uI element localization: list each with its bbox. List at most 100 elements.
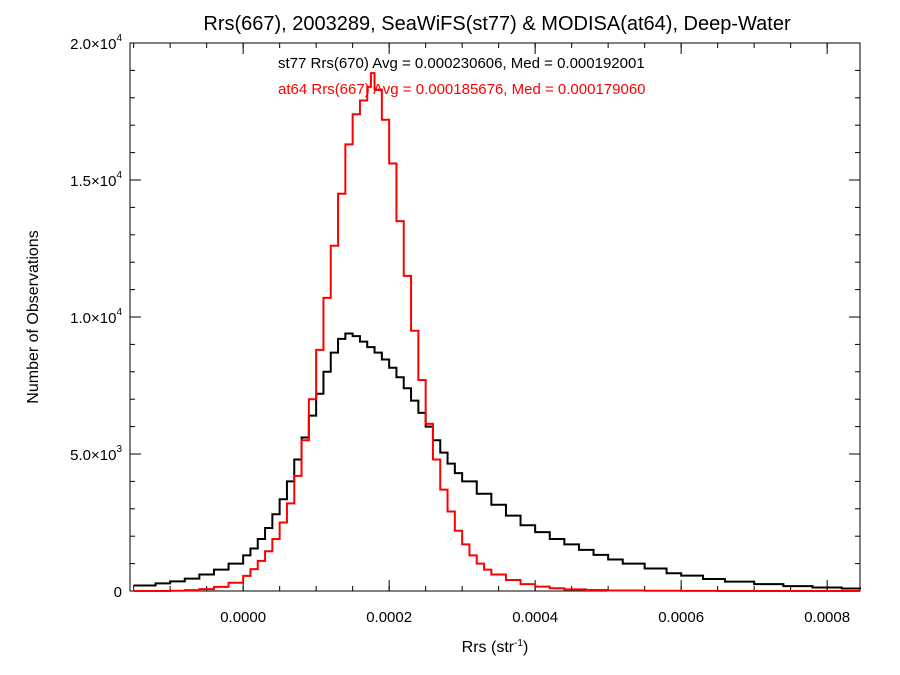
series-0-point bbox=[753, 583, 755, 585]
series-1-point bbox=[717, 590, 719, 592]
series-0-point bbox=[264, 527, 266, 529]
series-0-point bbox=[644, 567, 646, 570]
series-1-point bbox=[373, 88, 376, 91]
series-0-point bbox=[563, 543, 565, 546]
x-tick-label: 0.0006 bbox=[658, 609, 704, 626]
series-0-point bbox=[665, 572, 668, 574]
series-1-point bbox=[476, 563, 478, 565]
series-0-point bbox=[373, 352, 376, 354]
series-0-line bbox=[133, 332, 861, 590]
series-0-point bbox=[322, 371, 325, 373]
series-0-point bbox=[811, 586, 814, 589]
series-0-point bbox=[271, 513, 273, 515]
series-1-point bbox=[753, 590, 755, 592]
y-axis-label: Number of Observations bbox=[25, 230, 42, 403]
series-layer bbox=[133, 72, 861, 592]
series-1-point bbox=[337, 193, 339, 195]
series-0-point bbox=[249, 547, 252, 550]
series-1-point bbox=[607, 589, 609, 592]
series-0-point bbox=[425, 426, 427, 428]
y-tick-label: 5.0×103 bbox=[70, 444, 122, 464]
series-1-point bbox=[417, 379, 419, 381]
series-0-point bbox=[549, 538, 551, 540]
series-1-point bbox=[308, 398, 310, 400]
series-1-point bbox=[293, 475, 295, 477]
series-0-point bbox=[680, 575, 682, 577]
series-0-point bbox=[169, 580, 171, 583]
series-1-point bbox=[454, 530, 456, 532]
series-1-point bbox=[184, 589, 186, 591]
series-0-point bbox=[359, 341, 361, 343]
series-0-point bbox=[439, 452, 441, 454]
series-0-point bbox=[490, 504, 492, 506]
series-1-point bbox=[279, 521, 281, 524]
series-0-point bbox=[410, 399, 412, 402]
series-1-point bbox=[461, 543, 463, 546]
series-1-point bbox=[432, 458, 434, 461]
series-1-point bbox=[257, 560, 259, 562]
series-0-point bbox=[227, 563, 230, 565]
series-0-point bbox=[198, 573, 200, 576]
series-0-point bbox=[724, 581, 726, 583]
series-0-point bbox=[446, 462, 449, 465]
series-1-point bbox=[198, 588, 200, 590]
series-1-point bbox=[439, 489, 441, 491]
series-1-point bbox=[264, 550, 266, 552]
x-tick-label: 0.0000 bbox=[220, 609, 266, 626]
series-0-point bbox=[366, 346, 368, 348]
series-0-point bbox=[352, 335, 354, 337]
series-1-point bbox=[133, 590, 135, 592]
series-1-point bbox=[425, 423, 427, 425]
stats-annotation: st77 Rrs(670) Avg = 0.000230606, Med = 0… bbox=[278, 55, 645, 72]
series-0-point bbox=[344, 332, 346, 335]
series-1-point bbox=[154, 590, 157, 592]
series-0-point bbox=[257, 538, 259, 540]
series-1-point bbox=[249, 568, 252, 570]
series-1-point bbox=[359, 99, 361, 102]
series-0-point bbox=[454, 472, 456, 474]
series-1-point bbox=[549, 587, 551, 589]
series-1-point bbox=[468, 554, 471, 556]
series-1-point bbox=[585, 589, 587, 591]
x-axis-label: Rrs (str-1) bbox=[462, 638, 529, 656]
series-1-point bbox=[446, 510, 449, 513]
series-1-point bbox=[826, 590, 828, 592]
y-tick-label: 2.0×104 bbox=[70, 33, 122, 53]
series-0-point bbox=[859, 588, 861, 590]
series-0-point bbox=[286, 480, 288, 482]
series-1-point bbox=[395, 220, 398, 222]
series-1-point bbox=[366, 86, 368, 88]
series-0-point bbox=[279, 498, 281, 500]
series-1-point bbox=[388, 162, 390, 165]
series-0-point bbox=[154, 582, 157, 584]
series-1-point bbox=[563, 588, 565, 590]
series-0-point bbox=[607, 558, 609, 561]
series-1-point bbox=[483, 569, 485, 571]
chart-title: Rrs(667), 2003289, SeaWiFS(st77) & MODIS… bbox=[203, 13, 791, 35]
series-0-point bbox=[622, 563, 624, 565]
annotations: st77 Rrs(670) Avg = 0.000230606, Med = 0… bbox=[278, 55, 646, 98]
series-1-point bbox=[644, 590, 646, 592]
series-0-point bbox=[505, 515, 507, 517]
y-tick-label: 0 bbox=[114, 584, 122, 601]
series-0-point bbox=[133, 584, 135, 587]
series-1-point bbox=[490, 573, 492, 576]
series-1-point bbox=[790, 590, 792, 592]
series-0-point bbox=[388, 367, 390, 369]
series-1-line bbox=[133, 72, 860, 592]
series-0-point bbox=[417, 412, 419, 414]
series-1-point bbox=[344, 143, 346, 145]
series-1-point bbox=[403, 275, 405, 277]
series-0-point bbox=[782, 585, 784, 587]
series-1-point bbox=[410, 330, 412, 332]
y-tick-label: 1.5×104 bbox=[70, 170, 122, 190]
series-1-point bbox=[330, 245, 332, 247]
series-1-point bbox=[381, 119, 383, 121]
series-1-point bbox=[519, 583, 522, 585]
series-0-point bbox=[381, 358, 383, 361]
series-1-point bbox=[271, 538, 273, 540]
series-0-point bbox=[242, 554, 244, 556]
y-tick-label: 1.0×104 bbox=[70, 307, 122, 327]
series-0-point bbox=[337, 338, 339, 340]
